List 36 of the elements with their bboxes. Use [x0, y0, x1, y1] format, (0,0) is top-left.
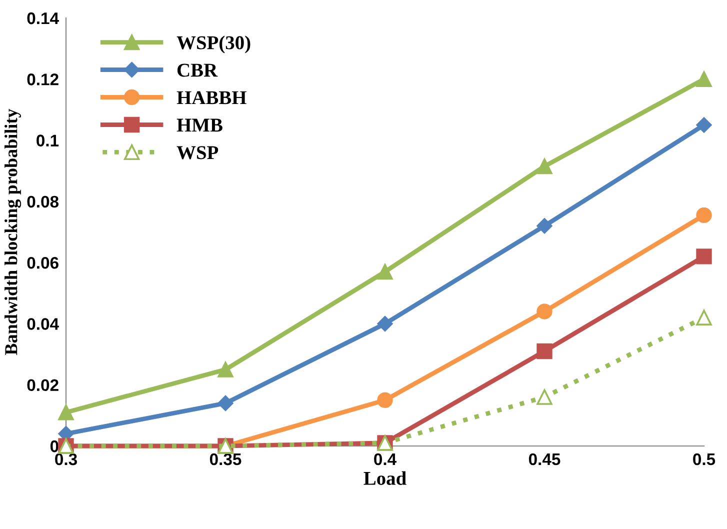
point [377, 392, 393, 408]
x-tick-label: 0.5 [693, 453, 716, 466]
y-tick-label: 0.12 [27, 74, 58, 86]
y-tick-label: 0.04 [27, 318, 59, 330]
x-tick-label: 0.35 [210, 453, 242, 466]
legend-label: HMB [176, 118, 222, 132]
legend-label: CBR [177, 64, 218, 77]
point [696, 310, 712, 326]
point [536, 218, 552, 234]
point [218, 362, 234, 378]
point [696, 117, 712, 133]
y-tick-label: 0.1 [36, 134, 59, 146]
point [218, 395, 234, 411]
point [377, 316, 393, 332]
point [377, 264, 393, 280]
point [536, 158, 552, 174]
y-tick-label: 0.06 [27, 256, 58, 269]
point [696, 207, 712, 224]
point [536, 343, 552, 360]
x-axis-title: Load [364, 471, 406, 485]
legend-label: WSP [176, 146, 218, 160]
point [536, 304, 552, 320]
legend-label: HABBH [176, 91, 246, 104]
y-tick-label: 0 [50, 440, 58, 452]
point [696, 71, 712, 87]
x-tick-label: 0.3 [55, 453, 77, 466]
y-tick-label: 0.14 [27, 12, 59, 24]
point [58, 404, 74, 420]
y-tick-label: 0.02 [27, 379, 58, 392]
y-axis-title: Bandwidth blocking probability [4, 108, 22, 355]
legend-label: WSP(30) [176, 36, 250, 54]
x-tick-label: 0.45 [528, 453, 560, 466]
y-tick-label: 0.08 [27, 196, 59, 208]
x-tick-label: 0.4 [374, 453, 396, 466]
point [696, 248, 712, 264]
point [536, 389, 552, 405]
